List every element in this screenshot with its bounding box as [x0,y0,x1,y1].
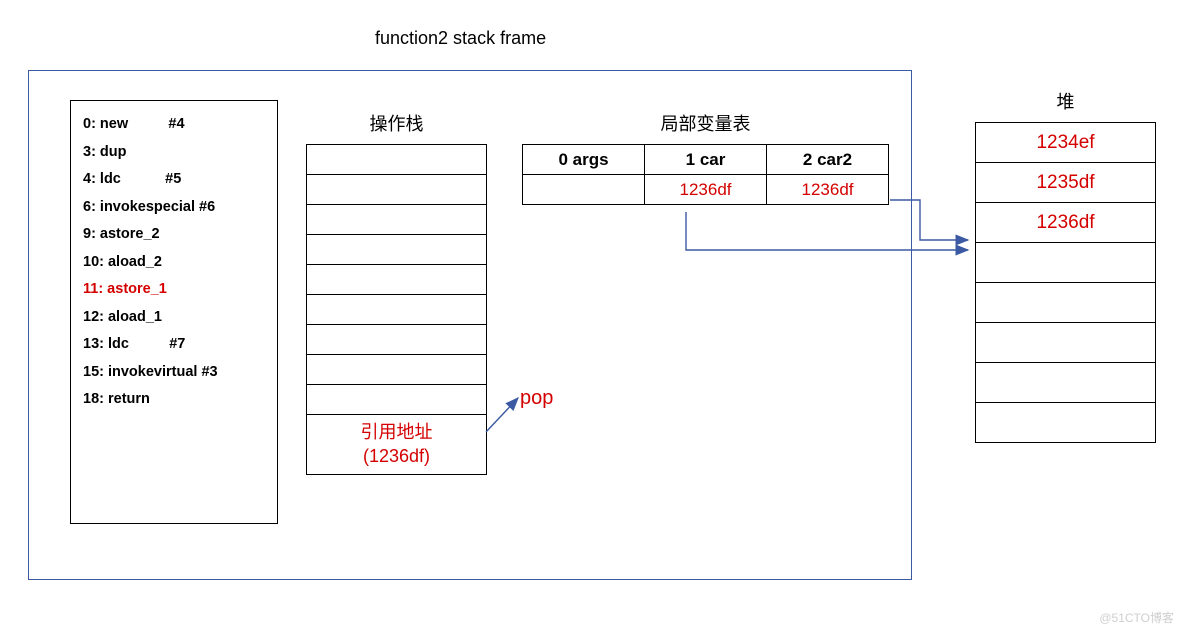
bytecode-instruction: 3: dup [83,139,265,167]
localvar-header: 0 args [523,145,645,175]
localvar-cell [523,175,645,205]
local-vars-title: 局部变量表 [522,110,889,136]
operand-stack-title: 操作栈 [306,110,487,136]
heap: 堆 1234ef1235df1236df [975,88,1156,443]
bytecode-list: 0: new #43: dup4: ldc #56: invokespecial… [70,100,278,524]
opstack-cell [307,265,487,295]
heap-table: 1234ef1235df1236df [975,122,1156,443]
opstack-cell [307,175,487,205]
heap-cell [976,363,1156,403]
opstack-cell [307,295,487,325]
bytecode-instruction: 9: astore_2 [83,221,265,249]
local-vars: 局部变量表 0 args1 car2 car21236df1236df [522,110,889,205]
bytecode-instruction: 6: invokespecial #6 [83,194,265,222]
heap-cell: 1235df [976,163,1156,203]
watermark: @51CTO博客 [1099,609,1174,626]
bytecode-instruction: 15: invokevirtual #3 [83,359,265,387]
heap-cell: 1234ef [976,123,1156,163]
bytecode-instruction: 11: astore_1 [83,276,265,304]
opstack-cell [307,325,487,355]
operand-stack-table: 引用地址(1236df) [306,144,487,475]
localvar-header: 2 car2 [767,145,889,175]
operand-stack: 操作栈 引用地址(1236df) [306,110,487,475]
heap-title: 堆 [975,88,1156,114]
bytecode-instruction: 12: aload_1 [83,304,265,332]
heap-cell [976,323,1156,363]
opstack-cell [307,235,487,265]
opstack-cell: 引用地址(1236df) [307,415,487,475]
page-title: function2 stack frame [375,28,546,49]
opstack-cell [307,385,487,415]
opstack-cell [307,145,487,175]
heap-cell [976,283,1156,323]
heap-cell: 1236df [976,203,1156,243]
localvar-cell: 1236df [767,175,889,205]
localvar-cell: 1236df [645,175,767,205]
pop-label: pop [520,387,553,410]
bytecode-instruction: 4: ldc #5 [83,166,265,194]
bytecode-instruction: 10: aload_2 [83,249,265,277]
opstack-cell [307,355,487,385]
localvar-header: 1 car [645,145,767,175]
bytecode-instruction: 13: ldc #7 [83,331,265,359]
bytecode-instruction: 18: return [83,386,265,414]
heap-cell [976,403,1156,443]
heap-cell [976,243,1156,283]
bytecode-instruction: 0: new #4 [83,111,265,139]
opstack-cell [307,205,487,235]
local-vars-table: 0 args1 car2 car21236df1236df [522,144,889,205]
